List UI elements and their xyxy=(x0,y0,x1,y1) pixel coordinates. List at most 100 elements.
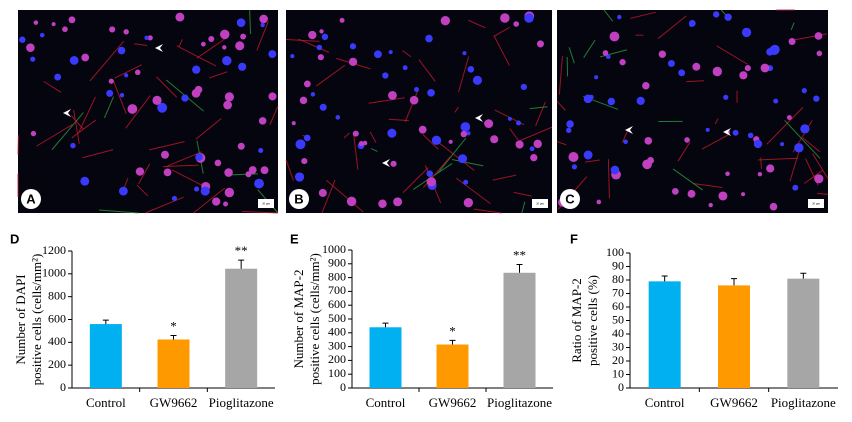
neurite xyxy=(493,35,510,66)
neurite xyxy=(492,174,517,181)
scale-bar-label: 20 μm xyxy=(812,202,820,206)
nucleus xyxy=(134,69,141,76)
neurite xyxy=(370,148,378,152)
nucleus xyxy=(458,154,468,164)
bar xyxy=(369,327,402,388)
nucleus xyxy=(268,50,277,58)
neurite xyxy=(716,45,748,65)
nucleus xyxy=(235,41,245,51)
nucleus xyxy=(684,137,690,143)
neurite xyxy=(672,168,704,191)
nucleus xyxy=(644,137,653,145)
neurite xyxy=(178,39,183,47)
nucleus xyxy=(533,139,542,149)
error-bar xyxy=(238,259,245,269)
bar xyxy=(89,324,122,388)
nucleus xyxy=(658,50,667,58)
nucleus xyxy=(402,65,408,71)
nucleus xyxy=(294,172,305,182)
arrowhead xyxy=(155,44,163,52)
y-tick-label: 300 xyxy=(328,338,346,352)
y-tick-label: 100 xyxy=(328,366,346,380)
nucleus xyxy=(725,171,730,177)
nucleus xyxy=(617,14,622,20)
nucleus xyxy=(109,26,116,33)
nucleus xyxy=(374,50,382,59)
scale-bar xyxy=(532,199,548,208)
nucleus xyxy=(106,89,114,97)
neurite xyxy=(701,134,729,150)
neurite xyxy=(509,128,520,142)
nucleus xyxy=(530,153,538,162)
nucleus xyxy=(513,21,520,27)
nucleus xyxy=(712,66,723,77)
arrowhead xyxy=(475,114,483,122)
nucleus xyxy=(814,32,823,40)
nucleus xyxy=(157,102,168,113)
nucleus xyxy=(144,35,149,40)
x-tick-label: Control xyxy=(86,395,126,410)
neurite xyxy=(434,139,475,171)
nucleus xyxy=(788,38,796,45)
nucleus xyxy=(81,53,90,62)
neurite xyxy=(71,119,96,139)
nucleus xyxy=(409,95,419,105)
nucleus xyxy=(258,147,264,153)
neurite xyxy=(73,109,80,144)
nucleus xyxy=(571,164,578,170)
nucleus xyxy=(117,46,126,55)
neurite xyxy=(369,131,377,143)
neurite xyxy=(603,9,614,22)
y-tick-label: 70 xyxy=(612,285,624,299)
neurite xyxy=(535,101,546,127)
nucleus xyxy=(524,13,534,23)
nucleus xyxy=(800,124,810,134)
significance: ** xyxy=(513,247,526,262)
bar xyxy=(436,344,469,388)
neurite xyxy=(285,39,320,42)
neurite xyxy=(714,118,719,125)
y-tick-label: 900 xyxy=(328,256,346,270)
neurite xyxy=(758,157,799,161)
nucleus xyxy=(175,12,185,22)
nucleus xyxy=(316,44,323,51)
neurite xyxy=(784,120,821,159)
neurite xyxy=(404,89,419,123)
nucleus xyxy=(801,88,807,94)
arrowhead xyxy=(723,128,731,136)
nucleus xyxy=(667,59,675,67)
scale-bar-label: 20 μm xyxy=(262,202,270,206)
nucleus xyxy=(222,45,227,50)
significance: * xyxy=(170,318,177,333)
nucleus xyxy=(319,103,327,111)
nucleus xyxy=(181,94,189,102)
neurite xyxy=(521,201,526,214)
nucleus xyxy=(747,132,754,139)
error-bar xyxy=(661,275,668,282)
nucleus xyxy=(301,157,308,165)
nucleus xyxy=(605,54,611,60)
nucleus xyxy=(687,189,696,198)
nucleus xyxy=(237,142,245,150)
nucleus xyxy=(260,166,269,175)
scale-bar-label: 20 μm xyxy=(536,202,544,206)
panel-label: B xyxy=(294,191,303,206)
nucleus xyxy=(321,33,329,41)
y-tick-label: 30 xyxy=(612,339,624,353)
y-tick-label: 80 xyxy=(612,272,624,286)
neurite xyxy=(418,59,436,82)
nucleus xyxy=(462,51,467,56)
neurite xyxy=(458,56,470,93)
nucleus xyxy=(163,168,172,177)
nucleus xyxy=(200,41,206,47)
panel-label: A xyxy=(26,191,36,206)
y-tick-label: 20 xyxy=(612,353,624,367)
nucleus xyxy=(500,13,510,23)
error-bar xyxy=(449,339,456,345)
nucleus xyxy=(69,56,79,65)
nucleus xyxy=(484,119,494,129)
y-axis-label: Ratio of MAP-2 xyxy=(569,278,584,363)
y-tick-label: 0 xyxy=(618,380,624,394)
neurite xyxy=(99,209,139,214)
neurite xyxy=(630,11,656,19)
